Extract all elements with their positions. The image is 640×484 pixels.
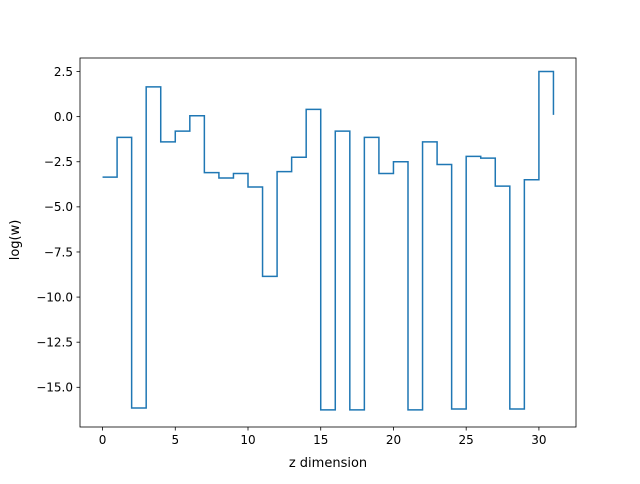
x-tick-label: 10 xyxy=(240,433,255,447)
x-tick-label: 30 xyxy=(531,433,546,447)
x-tick-label: 20 xyxy=(386,433,401,447)
x-tick-label: 0 xyxy=(99,433,107,447)
x-tick-label: 25 xyxy=(459,433,474,447)
y-tick-label: −5.0 xyxy=(44,200,73,214)
y-tick-label: 0.0 xyxy=(54,110,73,124)
x-tick-label: 5 xyxy=(171,433,179,447)
y-tick-label: −7.5 xyxy=(44,245,73,259)
y-tick-label: −15.0 xyxy=(36,381,73,395)
y-tick-label: −2.5 xyxy=(44,155,73,169)
x-axis-label: z dimension xyxy=(289,456,367,471)
y-tick-label: 2.5 xyxy=(54,65,73,79)
y-tick-label: −10.0 xyxy=(36,290,73,304)
x-tick-label: 15 xyxy=(313,433,328,447)
y-axis-label: log(w) xyxy=(8,220,23,261)
y-tick-label: −12.5 xyxy=(36,335,73,349)
